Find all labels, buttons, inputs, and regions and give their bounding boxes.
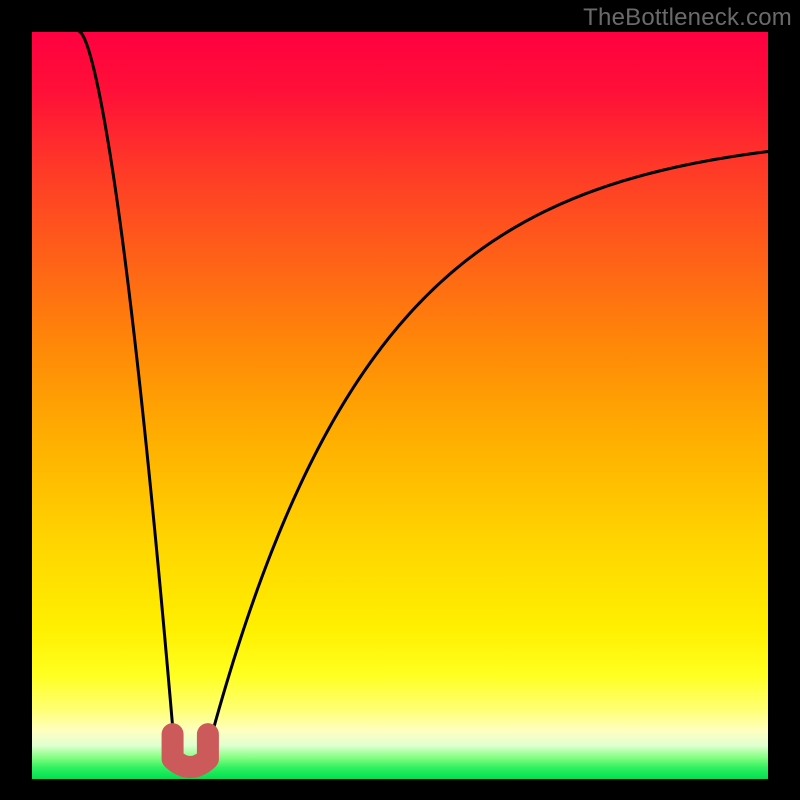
watermark-text: TheBottleneck.com [583,4,792,32]
bottleneck-chart [32,32,768,779]
stage: TheBottleneck.com [0,0,800,800]
